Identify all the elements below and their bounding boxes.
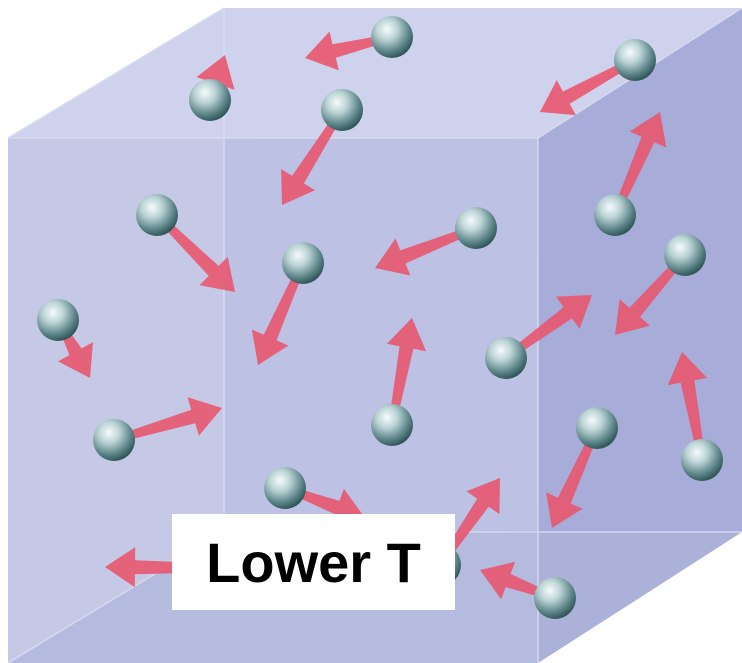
molecule-6 — [594, 112, 667, 236]
temperature-label-box: Lower T — [172, 514, 455, 610]
molecule-11 — [485, 295, 592, 379]
velocity-arrow — [305, 31, 380, 71]
gas-molecule-icon — [189, 79, 231, 121]
gas-molecule-icon — [614, 39, 656, 81]
velocity-arrow — [444, 478, 500, 556]
velocity-arrow — [667, 352, 708, 447]
molecule-10 — [37, 299, 93, 378]
molecule-2 — [189, 55, 235, 121]
molecule-14 — [546, 407, 618, 528]
molecule-1 — [305, 16, 413, 71]
gas-molecule-icon — [485, 337, 527, 379]
gas-molecule-icon — [594, 194, 636, 236]
gas-molecule-icon — [264, 467, 306, 509]
gas-molecule-icon — [282, 242, 324, 284]
molecule-8 — [251, 242, 324, 365]
molecule-13 — [93, 397, 222, 461]
velocity-arrow — [546, 439, 596, 528]
molecule-4 — [540, 39, 656, 116]
gas-molecule-icon — [664, 234, 706, 276]
velocity-arrow — [164, 221, 235, 292]
gas-molecule-icon — [371, 404, 413, 446]
molecule-9 — [615, 234, 706, 335]
gas-molecule-icon — [37, 299, 79, 341]
particles-layer — [37, 16, 723, 619]
molecule-15 — [667, 352, 723, 481]
molecule-7 — [375, 207, 497, 276]
velocity-arrow — [105, 547, 222, 588]
velocity-arrow — [251, 274, 302, 365]
gas-molecule-icon — [576, 407, 618, 449]
velocity-arrow — [514, 295, 592, 354]
velocity-arrow — [281, 119, 339, 205]
gas-molecule-icon — [371, 16, 413, 58]
gas-molecule-icon — [93, 419, 135, 461]
gas-molecule-icon — [321, 89, 363, 131]
velocity-arrow — [58, 330, 93, 378]
molecule-5 — [136, 194, 235, 292]
velocity-arrow — [386, 318, 427, 412]
velocity-arrow — [196, 55, 235, 90]
velocity-arrow — [480, 561, 544, 600]
temperature-label: Lower T — [206, 530, 421, 594]
gas-molecule-icon — [681, 439, 723, 481]
molecule-12 — [371, 318, 427, 446]
velocity-arrow — [375, 229, 465, 276]
gas-molecule-icon — [136, 194, 178, 236]
molecule-3 — [281, 89, 363, 205]
velocity-arrow — [540, 63, 625, 116]
gas-molecule-icon — [534, 577, 576, 619]
box-right-face — [538, 8, 742, 663]
velocity-arrow — [616, 112, 667, 204]
velocity-arrow — [615, 262, 679, 335]
molecule-17 — [480, 561, 576, 619]
gas-molecule-icon — [455, 207, 497, 249]
velocity-arrow — [126, 397, 222, 440]
